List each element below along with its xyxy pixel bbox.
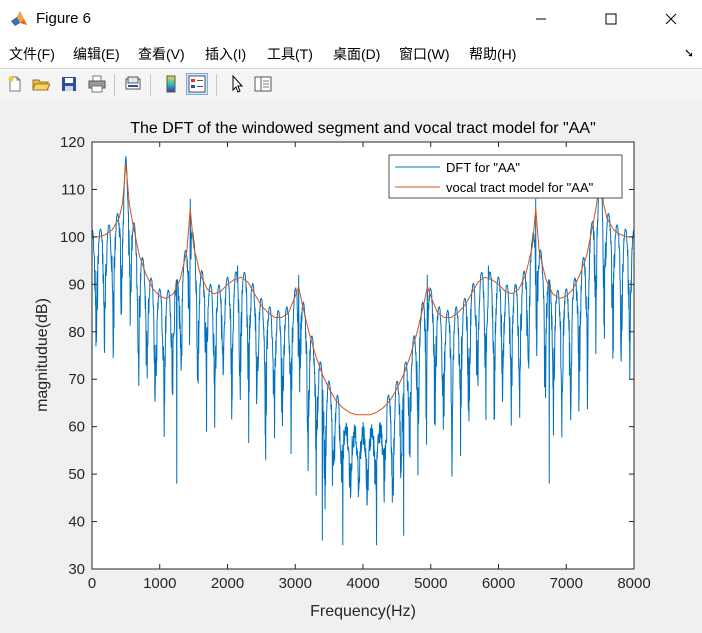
menu-bar: 文件(F) 编辑(E) 查看(V) 插入(I) 工具(T) 桌面(D) 窗口(W… [0,38,702,68]
series-line-dft [91,156,635,546]
x-tick-label: 7000 [550,575,583,592]
matlab-app-icon [9,9,29,29]
ticks-layer: 0 1000 2000 3000 4000 5000 6000 7000 8000 30 40 50 6… [60,134,651,592]
pointer-icon[interactable] [226,73,248,95]
arrow-icon[interactable]: ➘ [684,46,695,60]
y-tick-label: 40 [68,514,85,531]
x-tick-label: 8000 [617,575,650,592]
y-tick-label: 80 [68,324,85,341]
y-tick-label: 60 [68,419,85,436]
x-axis-label: Frequency(Hz) [310,603,416,620]
y-tick-label: 30 [68,561,85,578]
menu-tools[interactable]: 工具(T) [267,46,313,62]
y-tick-label: 100 [60,229,85,246]
y-tick-label: 50 [68,466,85,483]
print-icon[interactable] [86,73,108,95]
toolbar-separator [216,74,217,96]
link-plot-icon[interactable] [122,73,144,95]
y-tick-label: 70 [68,371,85,388]
y-tick-label: 110 [61,181,85,198]
x-tick-label: 2000 [211,575,244,592]
new-figure-icon[interactable] [4,73,26,95]
series-layer [91,156,635,546]
menu-insert[interactable]: 插入(I) [205,46,247,62]
x-tick-label: 0 [88,575,96,592]
legend[interactable]: DFT for "AA" vocal tract model for "AA" [388,154,623,199]
open-file-icon[interactable] [30,73,52,95]
menu-view[interactable]: 查看(V) [138,46,185,62]
maximize-icon [605,13,617,25]
x-tick-label: 5000 [414,575,447,592]
legend-label-dft: DFT for "AA" [446,160,520,175]
toolbar-separator [114,74,115,96]
minimize-button[interactable] [518,0,564,38]
toolbar-separator [150,74,151,96]
legend-label-model: vocal tract model for "AA" [446,180,594,195]
close-button[interactable] [648,0,694,38]
y-axis-label: magnitudue(dB) [34,298,51,412]
y-tick-label: 90 [68,276,85,293]
menu-desktop[interactable]: 桌面(D) [333,46,381,62]
chart-svg[interactable]: 0 1000 2000 3000 4000 5000 6000 7000 8000 30 40 50 6… [0,101,702,628]
x-tick-label: 1000 [143,575,176,592]
colorbar-icon[interactable] [160,73,182,95]
chart-title: The DFT of the windowed segment and voca… [130,120,596,137]
x-tick-label: 6000 [482,575,515,592]
close-icon [665,13,677,25]
legend-box [388,154,623,199]
x-tick-label: 4000 [346,575,379,592]
legend-icon[interactable] [186,73,208,95]
save-icon[interactable] [58,73,80,95]
menu-edit[interactable]: 编辑(E) [73,46,120,62]
y-tick-label: 120 [60,134,85,151]
property-inspector-icon[interactable] [252,73,274,95]
window-title: Figure 6 [36,10,92,27]
menu-help[interactable]: 帮助(H) [469,46,517,62]
x-tick-label: 3000 [279,575,312,592]
minimize-icon [536,18,546,20]
series-line-vocal-tract-model [92,163,634,416]
maximize-button[interactable] [588,0,634,38]
figure-canvas: 0 1000 2000 3000 4000 5000 6000 7000 8000 30 40 50 6… [0,101,702,628]
menu-window[interactable]: 窗口(W) [399,46,450,62]
menu-file[interactable]: 文件(F) [9,46,55,62]
figure-toolbar [0,68,702,102]
window-titlebar: Figure 6 [0,0,702,38]
